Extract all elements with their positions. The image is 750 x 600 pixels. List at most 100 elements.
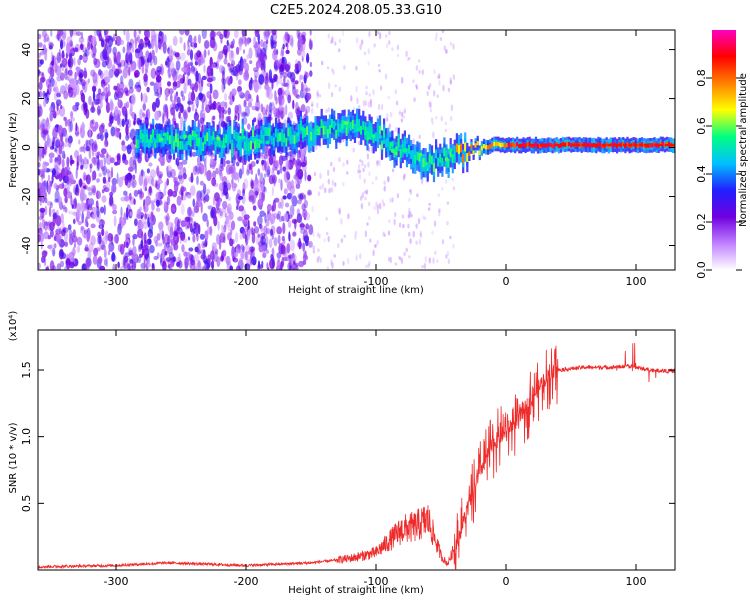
spectrogram-cell: [129, 42, 133, 49]
spectrogram-cell: [264, 160, 268, 172]
spectrogram-cell: [334, 41, 337, 46]
spectrogram-cell: [203, 183, 207, 195]
spectrogram-cell: [273, 237, 278, 247]
spectrogram-cell: [104, 95, 107, 102]
spectrogram-cell: [168, 61, 175, 73]
spectrogram-cell: [192, 165, 198, 176]
spectrogram-cell: [39, 76, 46, 83]
spectrogram-cell: [300, 49, 306, 58]
spectrogram-cell: [125, 133, 129, 142]
spectrogram-cell: [38, 70, 41, 75]
spectrogram-cell: [236, 144, 241, 149]
spectrogram-cell: [38, 33, 42, 40]
spectrogram-cell: [107, 232, 113, 242]
spectrogram-cell: [122, 46, 126, 54]
spectrogram-cell: [331, 68, 334, 72]
spectrogram-cell: [42, 167, 46, 179]
spectrogram-cell: [257, 112, 262, 121]
spectrogram-cell: [437, 157, 440, 167]
spectrogram-cell: [228, 166, 234, 175]
spectrogram-cell: [421, 265, 424, 269]
spectrogram-cell: [56, 226, 62, 232]
spectrogram-cell: [311, 101, 314, 107]
spectrogram-cell: [441, 187, 444, 191]
spectrogram-cell: [341, 121, 346, 125]
spectrogram-cell: [189, 137, 192, 147]
spectrogram-cell: [165, 257, 172, 262]
snr-x-tick-label: 0: [503, 575, 510, 588]
spectrogram-cell: [595, 143, 598, 149]
spectrogram-cell: [145, 68, 148, 75]
spectrogram-cell: [407, 214, 410, 219]
spectrogram-cell: [87, 249, 92, 261]
spectrogram-cell: [403, 173, 406, 179]
spectrogram-cell: [162, 137, 165, 147]
spectrogram-cell: [154, 34, 157, 47]
spectrogram-cell: [210, 250, 215, 261]
spectrogram-cell: [265, 140, 270, 145]
snr-y-tick-label: 1.5: [20, 361, 33, 379]
spectrogram-cell: [452, 43, 455, 50]
spectrogram-cell: [77, 69, 80, 78]
spectrogram-cell: [260, 39, 264, 48]
spectrogram-cell: [175, 181, 180, 186]
spectrogram-cell: [394, 212, 397, 218]
spectrogram-cell: [128, 44, 133, 55]
spectrogram-cell: [212, 89, 219, 100]
spectrogram-cell: [280, 197, 284, 210]
spectrogram-cell: [272, 256, 275, 269]
spectrogram-cell: [90, 184, 97, 193]
spectrogram-cell: [292, 231, 297, 237]
spectrogram-cell: [408, 231, 411, 237]
spectrogram-cell: [286, 192, 293, 200]
spectrogram-cell: [52, 208, 56, 215]
spectrogram-cell: [190, 91, 196, 102]
spectrogram-cell: [217, 105, 222, 114]
spectrogram-cell: [415, 65, 419, 71]
spectrogram-cell: [178, 164, 184, 173]
spectrogram-cell: [358, 169, 362, 174]
spectrogram-cell: [243, 251, 249, 261]
spectrogram-cell: [383, 185, 386, 192]
spectrogram-cell: [365, 264, 368, 269]
spectrogram-cell: [129, 259, 134, 264]
spectrogram-cell: [264, 161, 270, 174]
snr-x-tick-label: -100: [364, 575, 389, 588]
spectrogram-cell: [309, 37, 312, 49]
spectrogram-cell: [236, 205, 239, 210]
spectrogram-cell: [173, 242, 179, 251]
spectrogram-cell: [405, 50, 408, 58]
spectrogram-cell: [300, 149, 305, 160]
spectrogram-cell: [356, 97, 359, 105]
spectrogram-cell: [133, 189, 139, 197]
spectrogram-cell: [266, 104, 269, 112]
spectrogram-cell: [174, 52, 180, 58]
spectrogram-cell: [92, 45, 97, 56]
spectrogram-cell: [429, 101, 432, 109]
spectrogram-cell: [298, 260, 304, 268]
spectrogram-cell: [84, 218, 88, 227]
spectrogram-cell: [597, 141, 600, 147]
spectrogram-cell: [227, 207, 232, 218]
spectrogram-cell: [72, 47, 79, 52]
spectrogram-cell: [251, 256, 257, 266]
spectrogram-cell: [358, 174, 362, 180]
spectrogram-cell: [384, 73, 388, 80]
spectrogram-cell: [93, 30, 98, 37]
spectrogram-cell: [605, 142, 608, 147]
spectrogram-cell: [131, 149, 136, 159]
spectrogram-cell: [202, 242, 208, 247]
spectrogram-cell: [422, 158, 425, 168]
spectrogram-cell: [183, 82, 187, 94]
spectrogram-cell: [434, 36, 438, 42]
spectrogram-cell: [360, 39, 364, 46]
spectrogram-cell: [170, 222, 174, 228]
spectrogram-cell: [133, 30, 137, 39]
spectrogram-x-axis-label: Height of straight line (km): [288, 285, 424, 296]
spectrogram-cell: [332, 70, 335, 75]
spectrogram-cell: [299, 74, 302, 84]
spectrogram-x-tick-label: -300: [104, 275, 129, 288]
spectrogram-cell: [452, 243, 455, 249]
spectrogram-cell: [104, 138, 109, 148]
spectrogram-cell: [188, 62, 193, 67]
